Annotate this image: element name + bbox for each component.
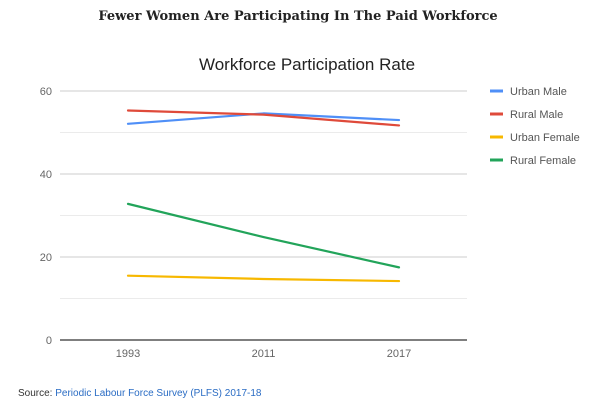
x-axis-ticks: 1993 2011 2017 xyxy=(116,348,411,360)
series-line-rural-female xyxy=(126,202,401,269)
chart-svg: Workforce Participation Rate 0 20 40 60 199… xyxy=(40,55,580,360)
x-tick-label: 2011 xyxy=(252,348,276,360)
legend-label: Urban Male xyxy=(510,86,567,98)
legend-item-rural-male[interactable]: Rural Male xyxy=(490,109,563,121)
page-heading: Fewer Women Are Participating In The Pai… xyxy=(98,9,498,24)
y-tick-label: 40 xyxy=(40,169,52,181)
grid-layer xyxy=(60,90,467,341)
y-tick-label: 20 xyxy=(40,252,52,264)
legend-label: Rural Male xyxy=(510,109,563,121)
source-label: Source: xyxy=(18,388,56,399)
y-axis-ticks: 0 20 40 60 xyxy=(40,86,52,347)
source-line: Source: Periodic Labour Force Survey (PL… xyxy=(18,388,261,399)
legend: Urban Male Rural Male Urban Female Rural Fe… xyxy=(490,86,580,167)
y-tick-label: 60 xyxy=(40,86,52,98)
legend-item-urban-female[interactable]: Urban Female xyxy=(490,132,580,144)
legend-item-rural-female[interactable]: Rural Female xyxy=(490,155,576,167)
series-line-urban-male xyxy=(126,112,401,125)
series-line-rural-male xyxy=(126,109,401,127)
series-line-urban-female xyxy=(126,274,401,283)
chart-title: Workforce Participation Rate xyxy=(199,55,415,74)
series-layer xyxy=(126,109,401,283)
legend-label: Urban Female xyxy=(510,132,580,144)
chart: Workforce Participation Rate 0 20 40 60 199… xyxy=(0,40,596,380)
legend-label: Rural Female xyxy=(510,155,576,167)
legend-item-urban-male[interactable]: Urban Male xyxy=(490,86,567,98)
source-link[interactable]: Periodic Labour Force Survey (PLFS) 2017… xyxy=(55,388,262,399)
x-tick-label: 1993 xyxy=(116,348,140,360)
y-tick-label: 0 xyxy=(46,335,52,347)
x-tick-label: 2017 xyxy=(387,348,411,360)
